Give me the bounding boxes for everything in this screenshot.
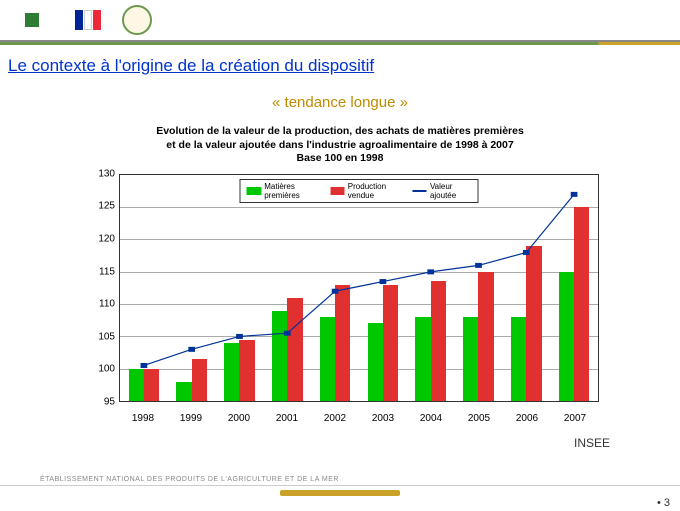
legend-item: Matières premières: [247, 182, 321, 200]
y-tick-label: 110: [75, 299, 115, 310]
subtitle: « tendance longue »: [0, 94, 680, 111]
chart: Evolution de la valeur de la production,…: [75, 121, 605, 424]
chart-title: Evolution de la valeur de la production,…: [75, 121, 605, 174]
footer-org: ÉTABLISSEMENT NATIONAL DES PRODUITS DE L…: [40, 476, 339, 483]
line-valeur: [144, 194, 574, 365]
logo-franceagrimer: [10, 5, 54, 35]
logo-circle: [122, 5, 152, 35]
y-tick-label: 125: [75, 201, 115, 212]
legend: Matières premières Production vendue Valeu…: [240, 179, 479, 203]
x-tick-label: 2000: [228, 413, 250, 424]
y-tick-label: 115: [75, 266, 115, 277]
x-tick-label: 2001: [276, 413, 298, 424]
x-tick-label: 2003: [372, 413, 394, 424]
plot-area: Matières premières Production vendue Valeu…: [119, 174, 599, 402]
y-tick-label: 100: [75, 364, 115, 375]
x-tick-label: 2004: [420, 413, 442, 424]
header: [0, 0, 680, 42]
legend-label: Production vendue: [348, 182, 402, 200]
footer-divider: [0, 485, 680, 486]
x-tick-label: 2007: [564, 413, 586, 424]
source-label: INSEE: [0, 424, 680, 450]
logo-ministere: [60, 5, 116, 35]
chart-title-line2: et de la valeur ajoutée dans l'industrie…: [75, 139, 605, 153]
x-tick-label: 1998: [132, 413, 154, 424]
page-number-value: 3: [664, 497, 670, 509]
x-tick-label: 1999: [180, 413, 202, 424]
legend-item: Valeur ajoutée: [412, 182, 471, 200]
x-tick-label: 2005: [468, 413, 490, 424]
page-number: • 3: [657, 497, 670, 509]
legend-item: Production vendue: [330, 182, 402, 200]
y-tick-label: 95: [75, 396, 115, 407]
x-tick-label: 2002: [324, 413, 346, 424]
chart-title-line1: Evolution de la valeur de la production,…: [75, 125, 605, 139]
legend-label: Matières premières: [264, 182, 320, 200]
legend-swatch: [330, 187, 345, 195]
y-tick-label: 105: [75, 331, 115, 342]
y-tick-label: 130: [75, 168, 115, 179]
chart-box: 95100105110115120125130 Matières premièr…: [75, 174, 605, 424]
legend-label: Valeur ajoutée: [430, 182, 472, 200]
chart-title-line3: Base 100 en 1998: [75, 152, 605, 166]
x-tick-label: 2006: [516, 413, 538, 424]
legend-swatch: [412, 190, 427, 192]
legend-swatch: [247, 187, 262, 195]
page-title: Le contexte à l'origine de la création d…: [0, 42, 680, 76]
footer-accent: [280, 490, 400, 496]
y-tick-label: 120: [75, 234, 115, 245]
